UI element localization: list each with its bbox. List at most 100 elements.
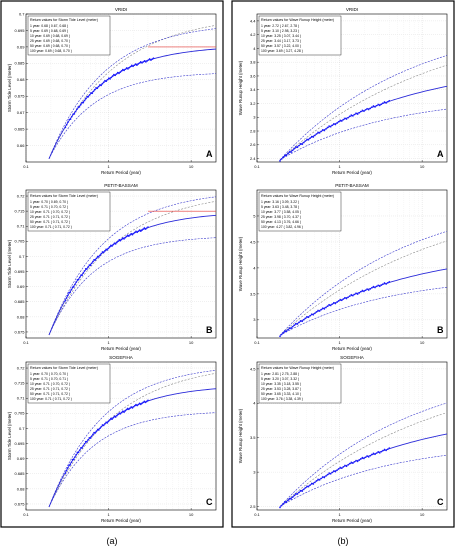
data-point [95,430,98,433]
data-point [81,447,83,449]
data-point [130,232,133,235]
data-point [369,454,372,457]
data-point [148,58,151,60]
y-tick-label: 0.66 [17,143,26,148]
sample-band-line [279,240,447,336]
data-point [135,230,137,233]
data-point [388,281,391,283]
ci-lower-line [279,454,447,507]
data-point [329,472,332,475]
data-point [105,80,108,83]
data-point [359,458,362,460]
ci-lower-line [48,412,216,508]
data-point [102,251,105,254]
data-point [133,404,136,407]
legend-line: 1 year: 2.81 ( 2.75, 2.88 ) [261,372,299,376]
data-point [102,81,105,84]
panel-letter: A [206,149,213,159]
legend-title: Return values for Storm Tide Level (mete… [30,18,98,22]
ci-lower-line [279,286,447,336]
data-point [345,465,348,468]
y-tick-label: 2.8 [250,128,256,133]
data-point [333,470,335,472]
data-point [326,126,329,129]
legend-line: 5 year: 3.63 ( 3.48, 3.78 ) [261,205,299,209]
data-point [347,296,349,299]
x-axis-label: Return Period (year) [332,170,372,175]
data-point [69,118,72,120]
data-point [104,79,106,82]
data-point [87,95,90,98]
data-point [378,285,381,288]
x-tick-label: 1 [107,340,110,345]
data-point [285,154,288,157]
data-point [340,467,343,470]
data-point [77,278,80,281]
legend-line: 1 year: 2.72 ( 2.67, 2.78 ) [261,24,299,28]
legend-line: 1 year: 0.70 ( 0.69, 0.70 ) [30,200,68,204]
y-tick-label: 0.715 [14,381,25,386]
data-point [307,138,310,141]
legend-line: 50 year: 0.71 ( 0.71, 0.72 ) [30,392,70,396]
data-point [280,333,283,336]
data-point [356,293,359,295]
data-point [92,433,94,436]
data-point [127,68,129,70]
ci-upper-line [279,55,447,161]
data-point [145,400,148,403]
data-point [152,57,155,60]
data-point [134,63,137,65]
data-point [356,460,359,463]
y-tick-label: 3 [253,470,256,475]
data-point [309,484,311,486]
legend-line: 25 year: 0.71 ( 0.71, 0.72 ) [30,387,70,391]
data-point [66,294,69,297]
data-point [352,294,354,297]
plot-area [279,55,447,162]
data-point [380,284,383,287]
data-point [143,60,146,62]
data-point [355,292,357,295]
y-tick-label: 4 [253,265,256,270]
data-point [77,106,80,108]
legend-line: 1 year: 0.68 ( 0.67, 0.68 ) [30,24,68,28]
data-point [283,330,286,332]
data-point [127,235,130,237]
y-tick-label: 3.5 [250,435,256,440]
data-point [107,420,110,423]
chart-panel-4: VRIDI 2.4 2.6 2.8 3 3.2 3.4 3.6 3.8 4 4.2 4.4 0.1 1 10… [238,7,448,175]
data-point [280,158,283,160]
data-point [366,107,368,110]
data-point [329,125,332,128]
data-point [296,493,299,495]
data-point [97,85,100,88]
data-point [78,449,81,451]
y-tick-label: 0.675 [14,94,25,99]
data-point [378,451,381,454]
y-tick-label: 0.72 [17,365,26,370]
data-point [307,485,310,488]
data-point [352,115,354,117]
data-point [70,115,73,118]
data-point [385,102,387,104]
legend-line: 25 year: 3.98 ( 3.70, 4.37 ) [261,215,301,219]
data-point [287,328,289,331]
data-point [138,229,141,231]
y-tick-label: 4.2 [250,32,256,37]
data-point [367,108,370,111]
data-point [82,444,85,447]
x-tick-label: 1 [338,512,341,517]
data-point [106,422,109,424]
data-point [363,457,365,460]
y-tick-label: 3 [253,317,256,322]
data-point [100,84,102,87]
data-point [352,462,354,464]
data-point [120,69,123,72]
data-point [81,274,83,276]
data-point [350,461,353,464]
data-point [385,449,387,452]
ci-lower-line [48,73,216,159]
y-tick-label: 0.68 [17,77,26,82]
data-point [76,108,78,111]
data-point [296,146,299,149]
